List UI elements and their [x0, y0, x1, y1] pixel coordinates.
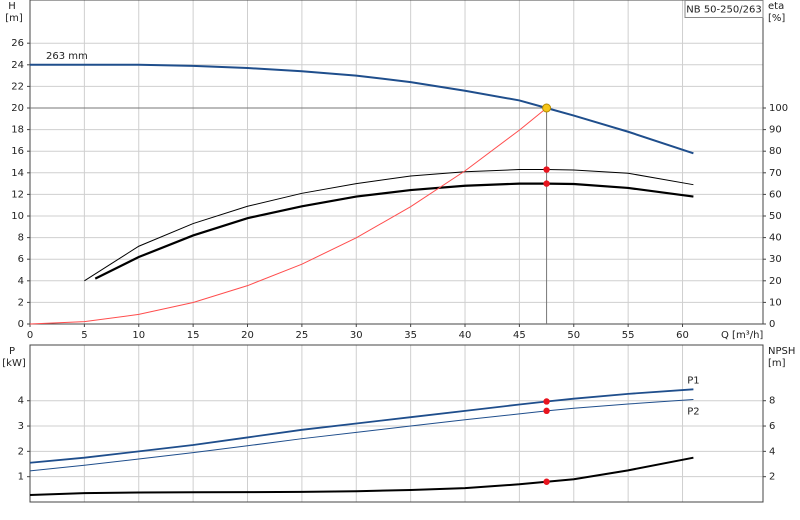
y-tick-label: 14 — [11, 168, 24, 179]
y2-axis-label: NPSH — [768, 346, 795, 357]
y-axis-unit: [m] — [5, 13, 23, 24]
y-tick-label: 10 — [11, 211, 24, 222]
x-axis-label: Q [m³/h] — [721, 330, 763, 341]
y-tick-label: 12 — [11, 189, 24, 200]
x-tick-label: 25 — [296, 330, 309, 341]
curve — [29, 456, 694, 497]
y2-tick-label: 2 — [769, 472, 775, 483]
y-tick-label: 16 — [11, 146, 24, 157]
x-tick-label: 45 — [513, 330, 526, 341]
x-tick-label: 15 — [187, 330, 200, 341]
operating-point — [542, 103, 552, 113]
y-tick-label: 20 — [11, 103, 24, 114]
operating-point — [543, 166, 550, 173]
x-tick-label: 55 — [622, 330, 635, 341]
operating-point — [543, 180, 550, 187]
curve — [29, 107, 547, 325]
y2-tick-label: 100 — [769, 103, 788, 114]
y2-tick-label: 4 — [769, 446, 775, 457]
x-tick-label: 30 — [350, 330, 363, 341]
chart-panel: 0246810121416182022242601020304050607080… — [5, 0, 788, 341]
y2-tick-label: 60 — [769, 189, 782, 200]
y-tick-label: 22 — [11, 81, 24, 92]
product-box — [684, 0, 764, 18]
x-tick-label: 5 — [81, 330, 87, 341]
curve — [84, 169, 694, 282]
curve — [29, 388, 694, 464]
y2-axis-unit: [m] — [768, 358, 786, 369]
chart-panel: 1 2 3 4 2 4 6 8 P[kW] NPSH[m] P1 P2 — [2, 344, 795, 503]
x-tick-label: 10 — [132, 330, 145, 341]
x-tick-label: 40 — [459, 330, 472, 341]
y2-axis-unit: [%] — [768, 13, 785, 24]
curve-label: P1 — [687, 375, 699, 386]
y-tick-label: 4 — [18, 276, 24, 287]
y-tick-label: 8 — [18, 233, 24, 244]
curve — [94, 182, 694, 280]
y2-tick-label: 20 — [769, 276, 782, 287]
curve — [30, 63, 694, 155]
curve — [29, 398, 694, 472]
curve-label: 263 mm — [46, 51, 88, 62]
y-tick-label: 0 — [18, 319, 24, 330]
product-label: NB 50-250/263 — [686, 5, 761, 16]
operating-point — [543, 398, 550, 405]
y2-tick-label: 30 — [769, 254, 782, 265]
plot-frame — [29, 0, 764, 325]
y-axis-label: P — [9, 346, 15, 357]
y-tick-label: 26 — [11, 38, 24, 49]
y2-tick-label: 8 — [769, 396, 775, 407]
y2-tick-label: 50 — [769, 211, 782, 222]
x-tick-label: 50 — [567, 330, 580, 341]
y-tick-label: 18 — [11, 125, 24, 136]
x-tick-label: 0 — [27, 330, 33, 341]
y-axis-unit: [kW] — [2, 358, 26, 369]
y2-tick-label: 90 — [769, 125, 782, 136]
y2-tick-label: 70 — [769, 168, 782, 179]
y-tick-label: 2 — [18, 446, 24, 457]
y2-tick-label: 10 — [769, 297, 782, 308]
y-tick-label: 6 — [18, 254, 24, 265]
y-tick-label: 1 — [18, 472, 24, 483]
x-tick-label: 20 — [241, 330, 254, 341]
plot-frame — [29, 344, 764, 503]
x-tick-label: 35 — [404, 330, 417, 341]
y2-tick-label: 6 — [769, 421, 775, 432]
y2-axis-label: eta — [768, 1, 784, 12]
y2-tick-label: 0 — [769, 319, 775, 330]
y2-tick-label: 40 — [769, 233, 782, 244]
y-tick-label: 3 — [18, 421, 24, 432]
y-axis-label: H — [8, 1, 16, 12]
x-tick-label: 60 — [676, 330, 689, 341]
y-tick-label: 24 — [11, 60, 24, 71]
y-tick-label: 4 — [18, 396, 24, 407]
operating-point — [543, 407, 550, 415]
y2-tick-label: 80 — [769, 146, 782, 157]
y-tick-label: 2 — [18, 297, 24, 308]
operating-point — [543, 478, 550, 485]
curve-label: P2 — [687, 406, 699, 417]
